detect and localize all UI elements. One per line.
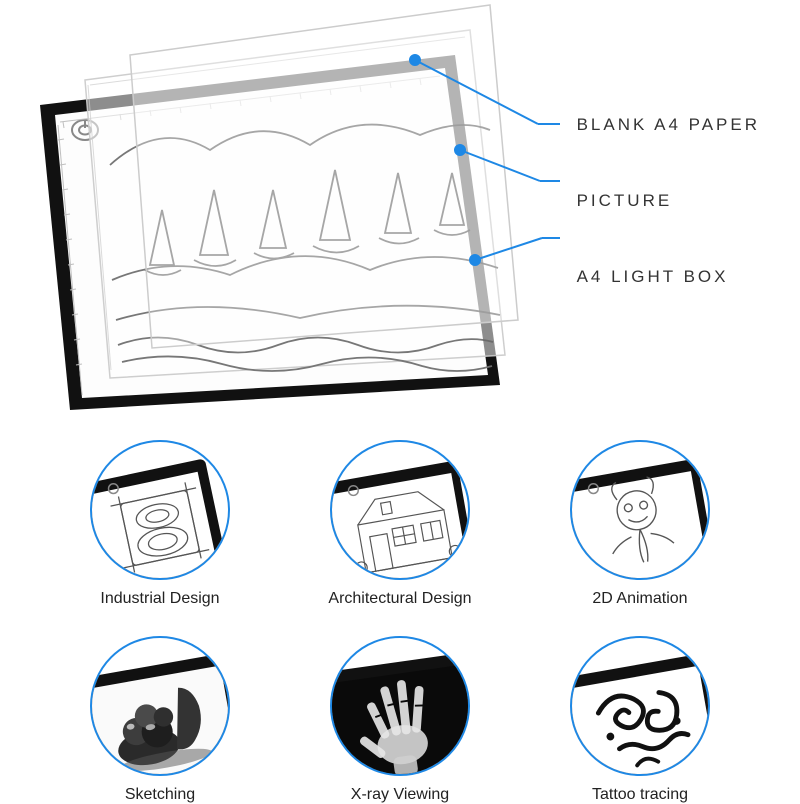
callout-labels: BLANK A4 PAPER PICTURE A4 LIGHT BOX xyxy=(577,115,760,287)
blank-paper-layer xyxy=(130,5,518,348)
tile-label: Tattoo tracing xyxy=(592,786,688,804)
tile-industrial-design: Industrial Design xyxy=(60,440,260,608)
tile-tattoo-tracing: Tattoo tracing xyxy=(540,636,740,804)
tile-architectural-design: Architectural Design xyxy=(300,440,500,608)
tile-icon-xray xyxy=(330,636,470,776)
callout-picture: PICTURE xyxy=(577,191,760,211)
tile-label: Industrial Design xyxy=(100,590,219,608)
tile-label: Sketching xyxy=(125,786,195,804)
tile-icon-industrial xyxy=(90,440,230,580)
tile-icon-animation xyxy=(570,440,710,580)
hero-diagram: BLANK A4 PAPER PICTURE A4 LIGHT BOX xyxy=(0,0,800,430)
tile-label: 2D Animation xyxy=(592,590,687,608)
tile-icon-sketching xyxy=(90,636,230,776)
tile-xray-viewing: X-ray Viewing xyxy=(300,636,500,804)
tile-icon-tattoo xyxy=(570,636,710,776)
tile-label: Architectural Design xyxy=(328,590,471,608)
tile-sketching: Sketching xyxy=(60,636,260,804)
tile-2d-animation: 2D Animation xyxy=(540,440,740,608)
callout-blank-paper: BLANK A4 PAPER xyxy=(577,115,760,135)
use-case-grid: Industrial Design xyxy=(0,430,800,804)
callout-light-box: A4 LIGHT BOX xyxy=(577,267,760,287)
tile-icon-architectural xyxy=(330,440,470,580)
tile-label: X-ray Viewing xyxy=(351,786,449,804)
